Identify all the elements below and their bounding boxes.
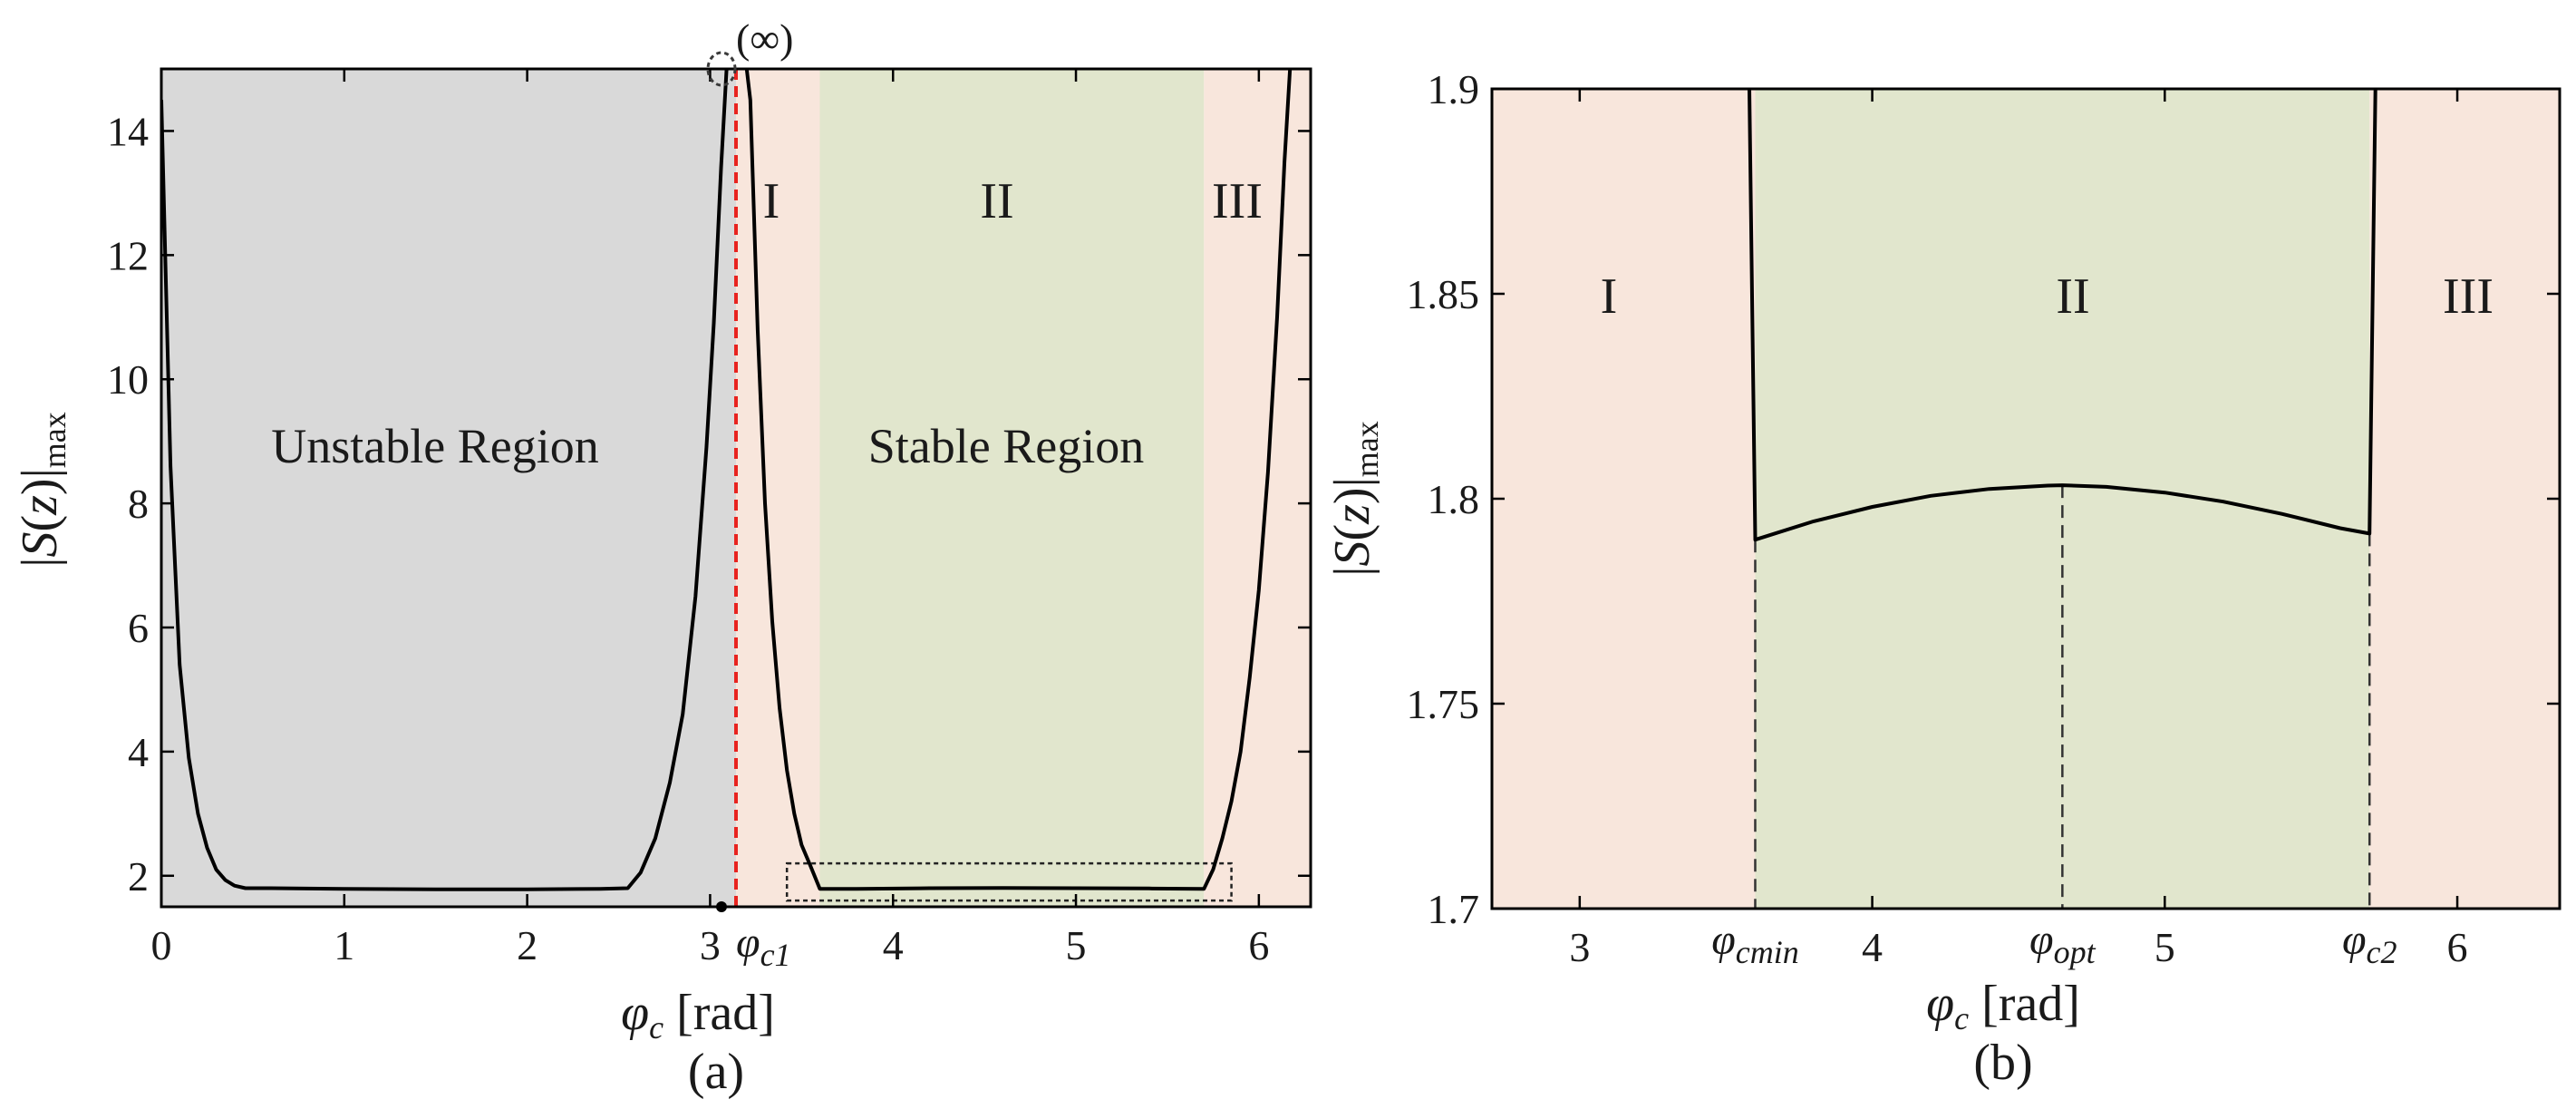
x-tick-label-a: 4: [883, 922, 904, 968]
region-label-I-a: I: [763, 173, 780, 229]
region-label-II-b: II: [2056, 268, 2089, 325]
region-I-b: [1492, 89, 1756, 909]
y-tick-label-b: 1.75: [1407, 681, 1480, 727]
x-tick-label-a: 6: [1248, 922, 1269, 968]
stable-region-label: Stable Region: [868, 419, 1144, 473]
y-tick-label-a: 6: [128, 605, 149, 651]
zoom-box: [785, 861, 1233, 902]
x-tick-label-b: 5: [2155, 924, 2175, 970]
region-III-b: [2369, 89, 2560, 909]
x-tick-label-a: 1: [334, 922, 354, 968]
x-tick-label-a: 5: [1066, 922, 1087, 968]
y-axis-title-a: |S(z)|max: [12, 412, 73, 568]
caption-b: (b): [1973, 1035, 2032, 1091]
x-tick-label-b: 3: [1569, 924, 1590, 970]
curve-left-a: [161, 69, 729, 891]
unstable-region-label: Unstable Region: [271, 419, 598, 473]
x-tick-label-a: 3: [700, 922, 721, 968]
y-tick-label-a: 2: [128, 853, 149, 900]
infinity-ellipse: [706, 51, 737, 87]
marker-label-c2: φc2: [2342, 916, 2397, 970]
region-II-a: [819, 69, 1205, 907]
y-tick-label-a: 8: [128, 481, 149, 527]
y-tick-label-b: 1.9: [1428, 66, 1480, 112]
region-III-a: [1204, 69, 1311, 907]
x-tick-label-a: 2: [517, 922, 537, 968]
y-tick-label-b: 1.85: [1407, 271, 1480, 317]
x-tick-label-b: 6: [2447, 924, 2468, 970]
y-tick-label-a: 10: [107, 356, 149, 403]
y-axis-title-b: |S(z)|max: [1324, 421, 1385, 577]
y-tick-label-a: 12: [107, 232, 149, 278]
x-tick-label-a: 0: [151, 922, 172, 968]
y-tick-label-b: 1.7: [1428, 886, 1480, 932]
curve-b: [1748, 89, 2377, 542]
curve-right-a: [744, 69, 1293, 891]
region-label-II-a: II: [980, 173, 1013, 229]
region-label-III-b: III: [2443, 268, 2494, 325]
y-tick-label-a: 4: [128, 729, 149, 775]
region-unstable-a: [161, 69, 736, 907]
phi-c1-point: [716, 901, 727, 912]
y-tick-label-a: 14: [107, 108, 149, 154]
region-I-a: [736, 69, 820, 907]
panel-b: 3 4 5 6 1.7 1.75 1.8 1.85 1.9 I II III φcmin φopt…: [1324, 66, 2561, 1091]
infinity-label: (∞): [736, 15, 793, 62]
region-label-I-b: I: [1601, 268, 1618, 325]
caption-a: (a): [688, 1044, 744, 1100]
x-axis-title-a: φc [rad]: [621, 985, 775, 1046]
y-tick-label-b: 1.8: [1428, 476, 1480, 522]
region-label-III-a: III: [1212, 173, 1263, 229]
phi-c1-label: φc1: [736, 919, 791, 973]
marker-label-cmin: φcmin: [1711, 916, 1799, 970]
x-axis-title-b: φc [rad]: [1926, 976, 2080, 1036]
x-tick-label-b: 4: [1862, 924, 1883, 970]
marker-label-opt: φopt: [2029, 916, 2097, 970]
